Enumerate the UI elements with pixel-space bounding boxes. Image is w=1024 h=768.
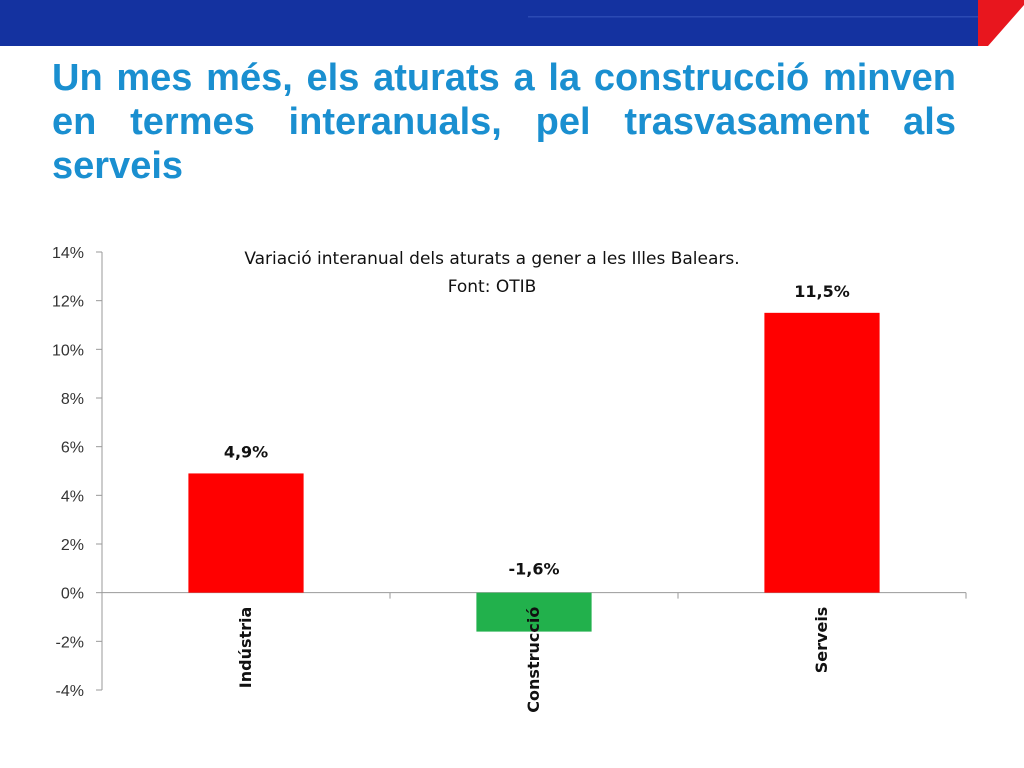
y-tick-label: 2% xyxy=(61,537,84,554)
y-tick-label: 4% xyxy=(61,488,84,505)
y-tick-label: 0% xyxy=(61,586,84,603)
y-tick-label: 12% xyxy=(52,294,84,311)
y-tick-label: 14% xyxy=(52,245,84,262)
banner-red-corner xyxy=(978,0,1024,46)
y-tick-label: 8% xyxy=(61,391,84,408)
bar-chart: Variació interanual dels aturats a gener… xyxy=(52,245,967,713)
category-label-0: Indústria xyxy=(236,607,255,689)
category-label-1: Construcció xyxy=(524,607,543,713)
y-tick-label: 10% xyxy=(52,342,84,359)
chart-labels: 4,9% Indústria -1,6% Construcció 11,5% Servei… xyxy=(224,282,850,713)
data-label-1: -1,6% xyxy=(508,560,559,579)
bar-2 xyxy=(764,312,880,593)
top-banner xyxy=(0,0,1024,46)
bar-0 xyxy=(188,473,304,593)
y-tick-label: 6% xyxy=(61,440,84,457)
chart-title: Variació interanual dels aturats a gener… xyxy=(244,249,739,269)
y-tick-label: -2% xyxy=(56,634,84,651)
chart-subtitle: Font: OTIB xyxy=(448,277,537,297)
y-tick-label: -4% xyxy=(56,683,84,700)
bar-1 xyxy=(476,592,592,632)
slide-title: Un mes més, els aturats a la construcció… xyxy=(52,57,956,187)
banner-blue-band xyxy=(0,0,978,46)
category-label-2: Serveis xyxy=(812,607,831,674)
chart-axes: 14% 12% 10% 8% 6% 4% 2% 0% -2% -4% xyxy=(52,245,967,700)
chart-bars xyxy=(188,312,880,632)
data-label-2: 11,5% xyxy=(794,282,850,301)
data-label-0: 4,9% xyxy=(224,442,268,461)
banner-light-line xyxy=(528,16,978,18)
